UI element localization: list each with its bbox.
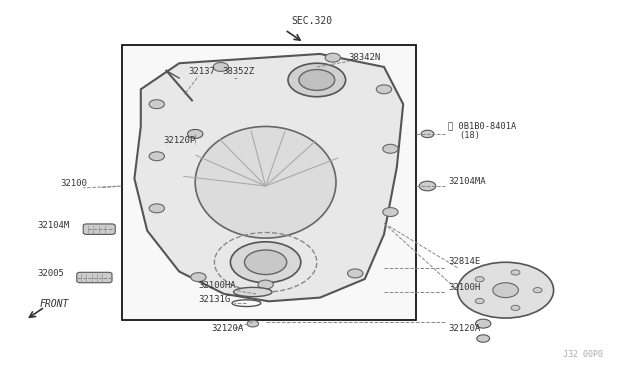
Circle shape <box>149 152 164 161</box>
Ellipse shape <box>195 126 336 238</box>
Text: SEC.320: SEC.320 <box>291 16 332 26</box>
Text: 32005: 32005 <box>37 269 64 278</box>
Circle shape <box>325 53 340 62</box>
Circle shape <box>476 298 484 304</box>
Circle shape <box>288 63 346 97</box>
Text: 32120A: 32120A <box>211 324 243 333</box>
FancyBboxPatch shape <box>83 224 115 234</box>
Text: FRONT: FRONT <box>40 299 69 309</box>
Circle shape <box>511 270 520 275</box>
Circle shape <box>258 280 273 289</box>
Circle shape <box>299 70 335 90</box>
Text: 32100: 32100 <box>61 179 88 188</box>
Circle shape <box>247 320 259 327</box>
Circle shape <box>476 277 484 282</box>
Circle shape <box>348 269 363 278</box>
Text: J32 00P0: J32 00P0 <box>563 350 604 359</box>
Polygon shape <box>134 54 403 301</box>
Text: 32137: 32137 <box>189 67 216 76</box>
Circle shape <box>421 130 434 138</box>
Circle shape <box>244 250 287 275</box>
Bar <box>122 45 416 320</box>
Text: 32104MA: 32104MA <box>448 177 486 186</box>
Text: 32120P: 32120P <box>163 136 195 145</box>
Circle shape <box>511 305 520 311</box>
Circle shape <box>533 288 542 293</box>
Circle shape <box>376 85 392 94</box>
Circle shape <box>230 242 301 283</box>
Text: Ⓑ 0B1B0-8401A: Ⓑ 0B1B0-8401A <box>448 121 516 130</box>
FancyBboxPatch shape <box>77 272 112 283</box>
Circle shape <box>476 319 491 328</box>
Ellipse shape <box>234 287 272 297</box>
Text: (18): (18) <box>460 131 481 140</box>
Circle shape <box>191 273 206 282</box>
Text: 38352Z: 38352Z <box>222 67 254 76</box>
Text: 32100H: 32100H <box>448 283 480 292</box>
Circle shape <box>149 100 164 109</box>
Circle shape <box>188 129 203 138</box>
Text: 32120A: 32120A <box>448 324 480 333</box>
Text: 32104M: 32104M <box>37 221 69 230</box>
Circle shape <box>213 62 228 71</box>
Circle shape <box>493 283 518 298</box>
Text: 32814E: 32814E <box>448 257 480 266</box>
Circle shape <box>149 204 164 213</box>
Circle shape <box>383 208 398 217</box>
Circle shape <box>458 262 554 318</box>
Text: 32131G: 32131G <box>198 295 230 304</box>
Text: 38342N: 38342N <box>349 52 381 61</box>
Circle shape <box>419 181 436 191</box>
Text: 32100HA: 32100HA <box>198 281 236 290</box>
Circle shape <box>477 335 490 342</box>
Circle shape <box>383 144 398 153</box>
